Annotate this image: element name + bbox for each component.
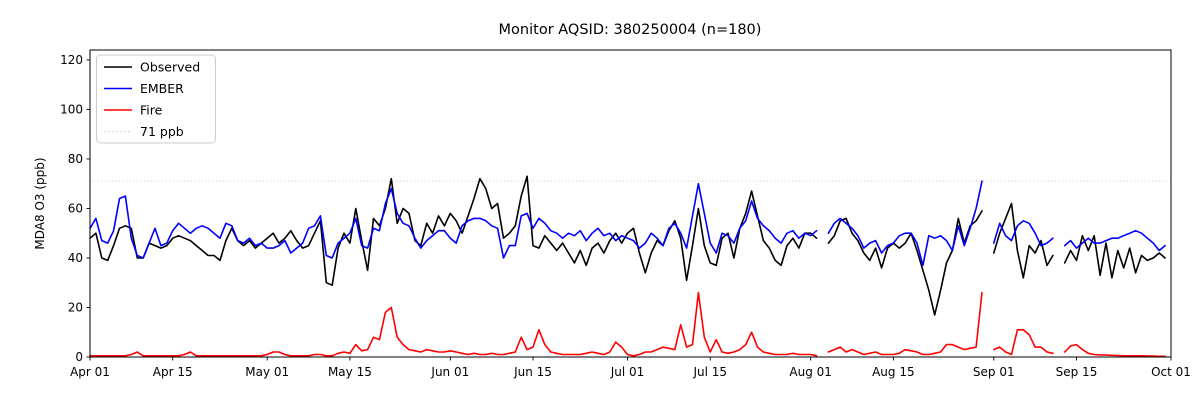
x-tick-label: May 15 (328, 365, 372, 379)
y-tick-label: 120 (60, 53, 83, 67)
y-tick-label: 0 (75, 350, 83, 364)
x-tick-label: Jun 01 (430, 365, 469, 379)
x-tick-label: Apr 15 (153, 365, 193, 379)
chart-title: Monitor AQSID: 380250004 (n=180) (499, 22, 762, 38)
legend: Observed EMBER Fire 71 ppb (96, 54, 216, 144)
y-tick-label: 20 (68, 301, 83, 315)
plot-content: 0 20 40 60 80 100 120 Apr 01 Apr 15 May 01 May 15 J… (60, 53, 1191, 379)
legend-label-threshold: 71 ppb (140, 124, 184, 139)
x-tick-label: Jul 15 (692, 365, 727, 379)
plot-area-border (89, 49, 1172, 358)
legend-label-fire: Fire (140, 103, 163, 118)
x-tick-label: Oct 01 (1151, 365, 1191, 379)
fire-line (89, 291, 1166, 358)
x-tick-label: Jul 01 (610, 365, 645, 379)
observed-line (89, 175, 1166, 316)
x-tick-label: May 01 (245, 365, 289, 379)
ember-line (89, 180, 1166, 267)
x-tick-label: Aug 15 (872, 365, 915, 379)
x-tick-label: Jun 15 (513, 365, 552, 379)
y-tick-label: 60 (68, 202, 83, 216)
y-tick-label: 100 (60, 103, 83, 117)
x-tick-label: Sep 01 (973, 365, 1015, 379)
y-tick-label: 80 (68, 152, 83, 166)
x-tick-label: Sep 15 (1056, 365, 1098, 379)
legend-label-observed: Observed (140, 60, 200, 75)
x-tick-label: Aug 01 (789, 365, 832, 379)
legend-label-ember: EMBER (140, 81, 184, 96)
legend-box (96, 54, 216, 144)
y-tick-label: 40 (68, 251, 83, 265)
x-tick-label: Apr 01 (70, 365, 110, 379)
y-axis-label: MDA8 O3 (ppb) (33, 157, 47, 249)
